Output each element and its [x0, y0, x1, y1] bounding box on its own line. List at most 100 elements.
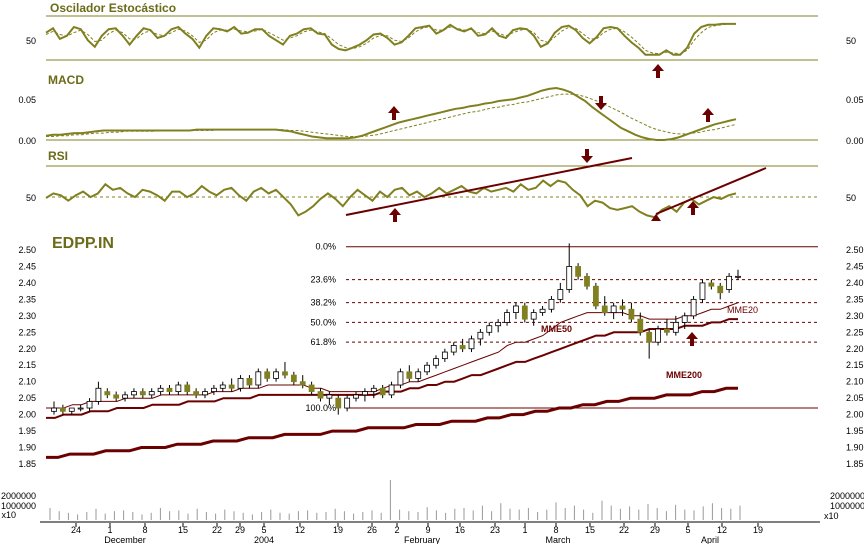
candle-body — [68, 407, 75, 412]
candle-body — [95, 387, 102, 402]
x-day-label: 19 — [753, 525, 763, 535]
price-tick-right: 2.00 — [846, 410, 864, 420]
macd-tick-005-right: 0.05 — [846, 95, 864, 105]
price-tick: 2.30 — [18, 311, 36, 321]
candle-body — [77, 407, 84, 410]
candle-body — [521, 305, 528, 320]
stoch-tick-50: 50 — [26, 36, 36, 46]
candle-body — [655, 328, 661, 343]
candle-body — [326, 394, 333, 399]
rsi-tick-50: 50 — [26, 193, 36, 203]
macd-tick-000: 0.00 — [18, 136, 36, 146]
macd-buy-arrow-1 — [388, 106, 400, 120]
price-tick: 2.45 — [18, 261, 36, 271]
candle-body — [441, 351, 448, 360]
candle-body — [264, 371, 271, 379]
candle-body — [699, 282, 706, 300]
candle-body — [450, 345, 457, 353]
volume-tick-1000000: 1000000 — [1, 501, 36, 511]
price-tick: 2.35 — [18, 294, 36, 304]
x-month-label: 2004 — [254, 535, 274, 544]
candle-body — [282, 371, 288, 376]
candle-body — [308, 384, 315, 392]
volume-scale-note-right: x10 — [824, 511, 839, 521]
candle-body — [290, 374, 297, 383]
candle-body — [139, 391, 146, 396]
fib-label: 100.0% — [305, 403, 336, 413]
rsi-trendline-2 — [655, 167, 767, 215]
price-tick: 2.50 — [18, 245, 36, 255]
candle-body — [566, 266, 573, 290]
x-day-label: 22 — [619, 525, 629, 535]
candle-body — [104, 391, 111, 396]
price-tick: 2.10 — [18, 377, 36, 387]
candle-body — [228, 384, 235, 389]
candle-body — [219, 384, 226, 389]
x-day-label: 22 — [212, 525, 222, 535]
fib-label: 61.8% — [310, 337, 336, 347]
price-tick-right: 2.10 — [846, 377, 864, 387]
macd-tick-000-right: 0.00 — [846, 136, 864, 146]
candle-body — [113, 394, 120, 399]
macd-title: MACD — [48, 73, 84, 87]
x-day-label: 16 — [455, 525, 465, 535]
price-tick-right: 2.45 — [846, 261, 864, 271]
candle-body — [504, 312, 510, 323]
rsi-tick-50-right: 50 — [846, 193, 856, 203]
x-month-label: April — [701, 535, 719, 544]
candle-body — [388, 384, 395, 396]
x-day-label: 15 — [585, 525, 595, 535]
x-axis: 24 1 8 15 22 29 5 12 19 26 2 9 16 23 1 8 15 22 29 5 12 19Dece… — [40, 521, 820, 544]
candle-body — [433, 358, 439, 366]
x-day-label: 2 — [394, 525, 399, 535]
candle-body — [681, 315, 688, 323]
price-tick-right: 2.40 — [846, 278, 864, 288]
candle-body — [646, 331, 653, 343]
candle-body — [335, 397, 342, 409]
candle-body — [317, 391, 324, 399]
rsi-title: RSI — [48, 149, 68, 163]
price-buy-arrow — [686, 332, 698, 346]
candle-body — [370, 387, 377, 392]
candle-body — [210, 387, 217, 392]
price-tick: 1.85 — [18, 459, 36, 469]
candle-body — [690, 298, 697, 317]
candle-body — [468, 338, 475, 350]
price-tick-right: 2.20 — [846, 344, 864, 354]
volume-tick-2000000-right: 2000000 — [830, 491, 864, 501]
rsi-trendline-1 — [345, 157, 633, 216]
volume-scale-note-left: x10 — [1, 510, 16, 520]
fib-label: 50.0% — [310, 317, 336, 327]
candle-body — [344, 397, 351, 409]
stoch-k-line — [45, 22, 736, 56]
price-tick-right: 2.50 — [846, 245, 864, 255]
candle-body — [486, 325, 493, 333]
price-tick-right: 2.05 — [846, 393, 864, 403]
x-day-label: 15 — [178, 525, 188, 535]
stochastic-panel: Oscilador Estocástico 50 50 — [26, 1, 856, 78]
candle-body — [406, 371, 413, 379]
candle-body — [273, 371, 279, 379]
price-tick-right: 2.35 — [846, 294, 864, 304]
x-month-label: March — [545, 535, 570, 544]
price-tick-right: 1.95 — [846, 426, 864, 436]
candle-body — [477, 331, 484, 340]
mme50-label: MME50 — [541, 324, 572, 334]
price-tick-right: 2.15 — [846, 360, 864, 370]
candle-body — [726, 275, 733, 290]
rsi-line — [45, 179, 737, 219]
x-month-label: February — [404, 535, 441, 544]
candle-body — [619, 305, 626, 310]
candle-body — [299, 381, 306, 386]
stoch-d-line — [45, 23, 736, 55]
price-tick: 2.20 — [18, 344, 36, 354]
mme20-label: MME20 — [727, 305, 758, 315]
macd-line — [45, 86, 737, 141]
price-tick: 2.25 — [18, 327, 36, 337]
rsi-panel: RSI 50 50 — [26, 149, 856, 222]
candle-body — [131, 391, 137, 396]
rsi-low-marker — [651, 214, 661, 221]
